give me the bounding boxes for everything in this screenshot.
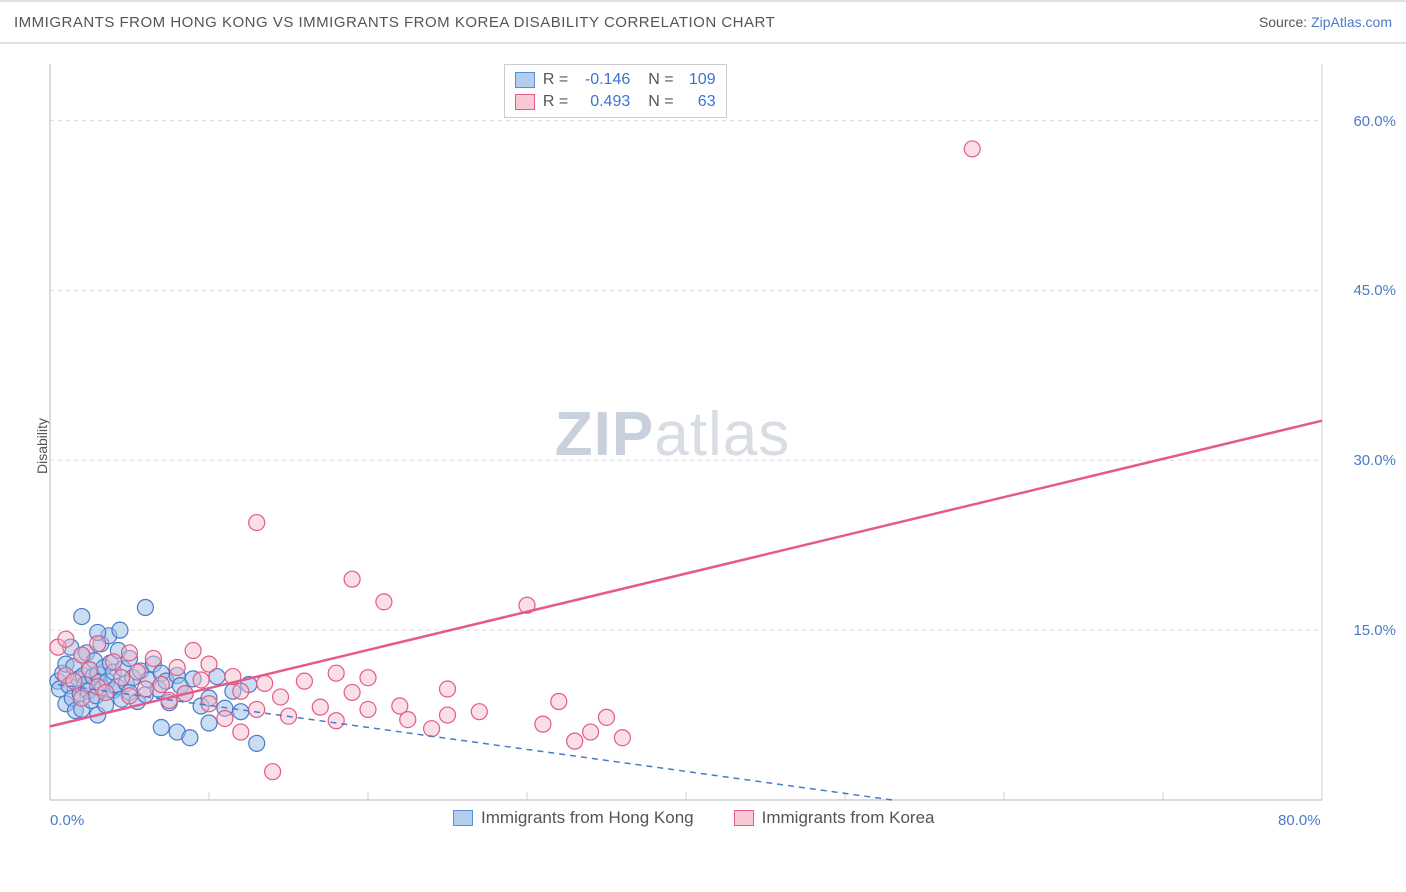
data-point xyxy=(74,690,90,706)
data-point xyxy=(201,656,217,672)
data-point xyxy=(964,141,980,157)
page-title: IMMIGRANTS FROM HONG KONG VS IMMIGRANTS … xyxy=(14,14,775,31)
data-point xyxy=(249,515,265,531)
data-point xyxy=(599,709,615,725)
data-point xyxy=(551,693,567,709)
data-point xyxy=(112,622,128,638)
x-tick-label: 0.0% xyxy=(50,812,84,829)
data-point xyxy=(360,701,376,717)
data-point xyxy=(567,733,583,749)
legend-row: R =-0.146N =109 xyxy=(515,69,716,91)
data-point xyxy=(182,730,198,746)
data-point xyxy=(137,681,153,697)
data-point xyxy=(249,701,265,717)
legend-label: Immigrants from Hong Kong xyxy=(481,808,694,828)
y-tick-label: 15.0% xyxy=(1353,622,1396,639)
data-point xyxy=(296,673,312,689)
data-point xyxy=(233,704,249,720)
y-tick-label: 60.0% xyxy=(1353,113,1396,130)
data-point xyxy=(265,764,281,780)
y-tick-label: 30.0% xyxy=(1353,452,1396,469)
correlation-legend: R =-0.146N =109R =0.493N =63 xyxy=(504,64,727,118)
legend-swatch xyxy=(515,94,535,110)
data-point xyxy=(376,594,392,610)
data-point xyxy=(201,696,217,712)
data-point xyxy=(424,721,440,737)
data-point xyxy=(106,654,122,670)
data-point xyxy=(217,710,233,726)
legend-swatch xyxy=(734,810,754,826)
y-tick-label: 45.0% xyxy=(1353,282,1396,299)
data-point xyxy=(440,707,456,723)
data-point xyxy=(249,735,265,751)
legend-item: Immigrants from Hong Kong xyxy=(453,808,694,828)
data-point xyxy=(129,664,145,680)
data-point xyxy=(82,662,98,678)
data-point xyxy=(58,631,74,647)
data-point xyxy=(153,677,169,693)
data-point xyxy=(145,650,161,666)
data-point xyxy=(193,672,209,688)
data-point xyxy=(273,689,289,705)
data-point xyxy=(344,684,360,700)
data-point xyxy=(114,670,130,686)
data-point xyxy=(360,670,376,686)
data-point xyxy=(137,600,153,616)
data-point xyxy=(257,675,273,691)
scatter-chart xyxy=(46,60,1326,830)
legend-swatch xyxy=(453,810,473,826)
data-point xyxy=(153,720,169,736)
data-point xyxy=(90,636,106,652)
data-point xyxy=(185,643,201,659)
legend-item: Immigrants from Korea xyxy=(734,808,935,828)
data-point xyxy=(169,660,185,676)
data-point xyxy=(344,571,360,587)
series-legend: Immigrants from Hong Kong Immigrants from… xyxy=(453,808,934,828)
data-point xyxy=(122,645,138,661)
data-point xyxy=(233,683,249,699)
x-tick-label: 80.0% xyxy=(1278,812,1321,829)
data-point xyxy=(98,684,114,700)
header-bar: IMMIGRANTS FROM HONG KONG VS IMMIGRANTS … xyxy=(0,0,1406,44)
data-point xyxy=(471,704,487,720)
source-link[interactable]: ZipAtlas.com xyxy=(1311,14,1392,30)
data-point xyxy=(400,712,416,728)
legend-label: Immigrants from Korea xyxy=(762,808,935,828)
data-point xyxy=(440,681,456,697)
legend-swatch xyxy=(515,72,535,88)
data-point xyxy=(233,724,249,740)
data-point xyxy=(312,699,328,715)
data-point xyxy=(583,724,599,740)
data-point xyxy=(328,713,344,729)
source-label: Source: ZipAtlas.com xyxy=(1259,14,1392,30)
data-point xyxy=(328,665,344,681)
data-point xyxy=(614,730,630,746)
data-point xyxy=(535,716,551,732)
data-point xyxy=(74,609,90,625)
plot-area xyxy=(46,60,1326,830)
data-point xyxy=(201,715,217,731)
data-point xyxy=(74,647,90,663)
legend-row: R =0.493N =63 xyxy=(515,91,716,113)
